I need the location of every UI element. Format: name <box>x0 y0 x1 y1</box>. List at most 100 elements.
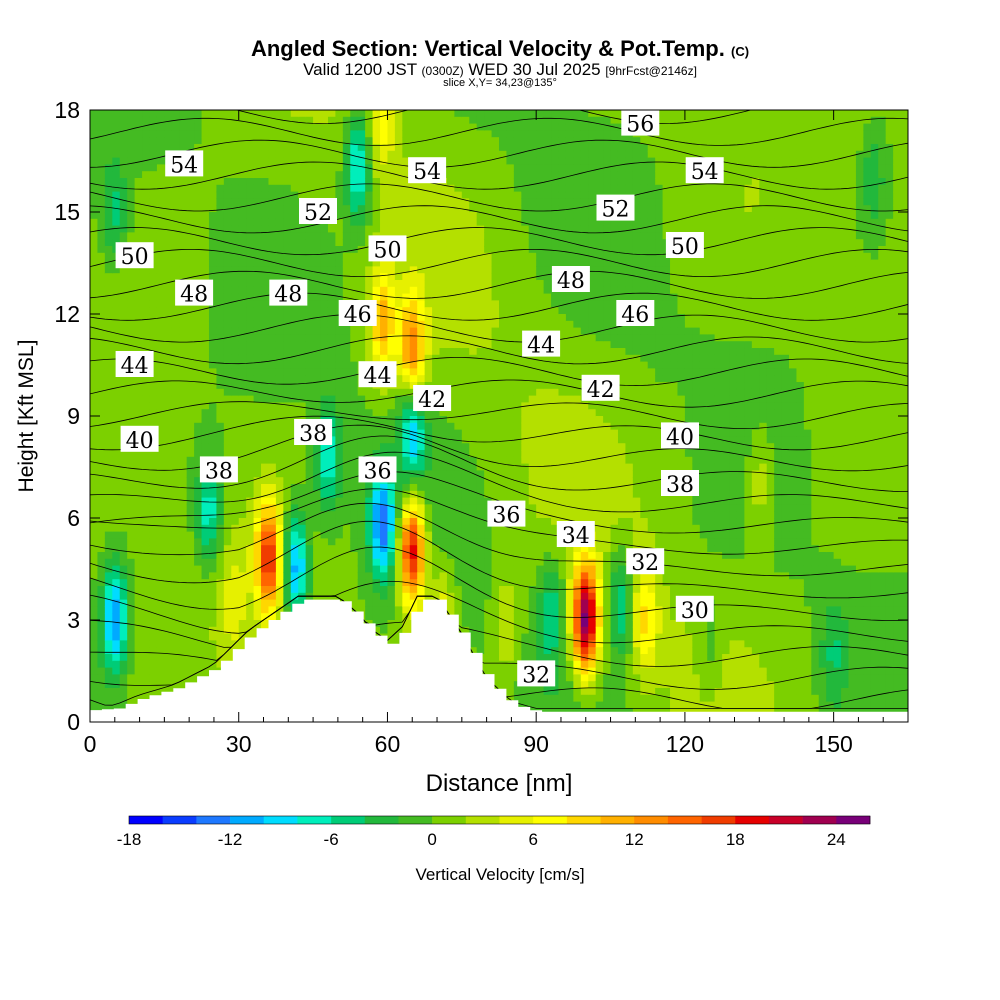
velocity-cell <box>290 198 299 206</box>
velocity-cell <box>208 450 218 458</box>
velocity-cell <box>454 280 463 288</box>
velocity-cell <box>394 524 403 533</box>
velocity-cell <box>90 606 99 614</box>
velocity-cell <box>499 137 508 145</box>
velocity-cell <box>216 606 225 614</box>
velocity-cell <box>439 307 448 315</box>
velocity-cell <box>387 178 396 186</box>
velocity-cell <box>380 579 389 587</box>
velocity-cell <box>201 558 210 567</box>
velocity-cell <box>216 273 225 281</box>
velocity-cell <box>335 504 344 512</box>
velocity-cell <box>298 586 307 594</box>
velocity-cell <box>223 375 232 383</box>
velocity-cell <box>424 538 433 546</box>
velocity-cell <box>298 314 307 322</box>
velocity-cell <box>112 191 121 199</box>
velocity-cell <box>342 490 351 499</box>
velocity-cell <box>171 205 180 213</box>
velocity-cell <box>149 484 158 492</box>
velocity-cell <box>491 348 500 356</box>
velocity-cell <box>350 422 359 431</box>
velocity-cell <box>156 545 165 553</box>
velocity-cell <box>283 191 292 199</box>
velocity-cell <box>424 307 433 315</box>
velocity-cell <box>335 116 344 125</box>
velocity-cell <box>253 456 262 465</box>
velocity-cell <box>246 375 255 383</box>
velocity-cell <box>149 198 158 206</box>
velocity-cell <box>208 443 218 451</box>
velocity-cell <box>164 422 173 431</box>
velocity-cell <box>104 184 113 193</box>
velocity-cell <box>476 184 485 193</box>
velocity-cell <box>97 477 106 485</box>
velocity-cell <box>320 531 329 539</box>
velocity-cell <box>305 531 314 539</box>
velocity-cell <box>119 150 128 159</box>
velocity-cell <box>409 191 418 199</box>
velocity-cell <box>380 416 389 424</box>
velocity-cell <box>454 606 463 614</box>
velocity-cell <box>231 538 240 546</box>
velocity-cell <box>342 436 351 444</box>
velocity-cell <box>216 409 225 417</box>
velocity-cell <box>350 558 359 567</box>
velocity-cell <box>127 518 136 526</box>
velocity-cell <box>171 463 180 471</box>
velocity-cell <box>394 334 403 342</box>
velocity-cell <box>97 647 106 655</box>
velocity-cell <box>261 280 270 288</box>
velocity-cell <box>216 150 225 159</box>
velocity-cell <box>446 348 455 356</box>
velocity-cell <box>127 620 136 628</box>
velocity-cell <box>335 266 344 274</box>
velocity-cell <box>290 545 299 553</box>
velocity-cell <box>409 484 418 492</box>
velocity-cell <box>290 443 299 451</box>
velocity-cell <box>119 218 128 227</box>
velocity-cell <box>119 538 128 546</box>
velocity-cell <box>357 450 366 458</box>
velocity-cell <box>216 266 225 274</box>
velocity-cell <box>484 429 493 437</box>
velocity-cell <box>179 416 188 424</box>
velocity-cell <box>283 212 292 220</box>
velocity-cell <box>216 579 225 587</box>
velocity-cell <box>156 497 165 505</box>
velocity-cell <box>327 368 336 376</box>
velocity-cell <box>350 218 359 227</box>
velocity-cell <box>454 375 463 383</box>
velocity-cell <box>424 545 433 553</box>
velocity-cell <box>424 450 433 458</box>
velocity-cell <box>491 436 500 444</box>
velocity-cell <box>320 538 329 546</box>
velocity-cell <box>432 184 441 193</box>
velocity-cell <box>454 497 463 505</box>
velocity-cell <box>194 239 203 247</box>
velocity-cell <box>320 497 329 505</box>
velocity-cell <box>142 327 151 335</box>
velocity-cell <box>476 252 485 261</box>
velocity-cell <box>201 130 210 138</box>
velocity-cell <box>394 307 403 315</box>
velocity-cell <box>461 273 470 281</box>
velocity-cell <box>469 647 478 655</box>
velocity-cell <box>223 144 232 152</box>
velocity-cell <box>454 382 463 390</box>
velocity-cell <box>261 334 270 342</box>
velocity-cell <box>372 490 381 499</box>
velocity-cell <box>156 504 165 512</box>
velocity-cell <box>164 375 173 383</box>
velocity-cell <box>387 531 396 539</box>
velocity-cell <box>201 184 210 193</box>
velocity-cell <box>357 252 366 261</box>
velocity-cell <box>112 531 121 539</box>
velocity-cell <box>394 157 403 165</box>
velocity-cell <box>461 599 470 607</box>
velocity-cell <box>253 239 262 247</box>
velocity-cell <box>253 280 262 288</box>
velocity-cell <box>357 592 366 601</box>
velocity-cell <box>223 606 232 614</box>
velocity-cell <box>179 660 188 669</box>
